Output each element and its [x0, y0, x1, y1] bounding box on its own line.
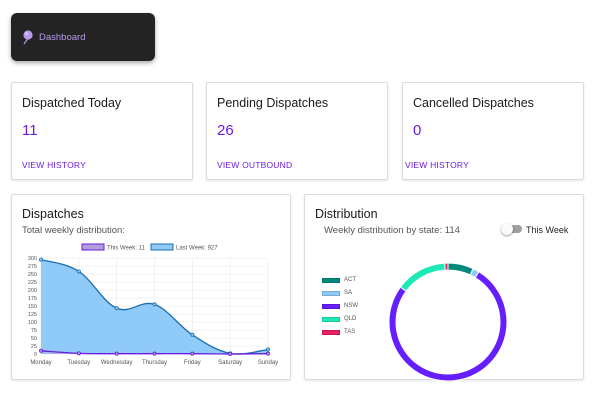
this-week-toggle-label: This Week [526, 225, 569, 235]
view-history-link[interactable]: VIEW HISTORY [405, 160, 469, 170]
legend-label: ACT [344, 277, 356, 283]
view-history-link[interactable]: VIEW HISTORY [22, 160, 86, 170]
x-tick-label: Sunday [258, 360, 278, 366]
data-point [190, 332, 195, 337]
y-tick-label: 0 [34, 352, 37, 358]
y-tick-label: 175 [28, 296, 37, 302]
view-outbound-link[interactable]: VIEW OUTBOUND [217, 160, 293, 170]
legend-label: NSW [344, 303, 358, 309]
series-area [41, 350, 268, 354]
data-point [190, 351, 195, 356]
legend-item[interactable]: SA [322, 290, 352, 296]
dispatches-panel: Dispatches Total weekly distribution: 0 2… [11, 194, 291, 380]
legend-label: This Week: 11 [107, 246, 145, 252]
y-tick-label: 25 [31, 344, 37, 350]
y-tick-label: 100 [28, 320, 37, 326]
dashboard-nav-button[interactable]: Dashboard [11, 13, 155, 61]
dispatches-subtitle: Total weekly distribution: [22, 225, 125, 236]
data-point [114, 351, 119, 356]
legend-swatch [81, 243, 105, 251]
legend-label: Last Week: 927 [176, 246, 218, 252]
stat-title: Cancelled Dispatches [413, 96, 534, 110]
legend-swatch [322, 290, 340, 296]
stat-value: 26 [217, 122, 234, 139]
x-tick-label: Thursday [142, 360, 167, 366]
y-tick-label: 275 [28, 264, 37, 270]
data-point [228, 351, 233, 356]
distribution-title: Distribution [315, 207, 378, 221]
this-week-toggle[interactable] [501, 223, 522, 235]
legend-swatch [150, 243, 174, 251]
legend-swatch [322, 303, 340, 309]
distribution-doughnut-chart [388, 262, 508, 381]
y-tick-label: 75 [31, 328, 37, 334]
y-tick-label: 200 [28, 288, 37, 294]
doughnut-slice [444, 262, 449, 271]
stat-value: 0 [413, 122, 422, 139]
x-tick-label: Friday [184, 360, 201, 366]
y-tick-label: 250 [28, 272, 37, 278]
doughnut-slice [399, 262, 446, 292]
stat-value: 11 [22, 122, 38, 139]
y-tick-label: 150 [28, 304, 37, 310]
data-point [152, 351, 157, 356]
y-tick-label: 125 [28, 312, 37, 318]
legend-label: QLD [344, 316, 357, 322]
legend-item[interactable]: NSW [322, 303, 358, 309]
legend-item[interactable]: QLD [322, 316, 356, 322]
data-point [114, 306, 119, 311]
balloon-icon [23, 30, 33, 45]
stat-card-dispatched-today: Dispatched Today 11 VIEW HISTORY [11, 82, 193, 180]
stat-card-pending-dispatches: Pending Dispatches 26 VIEW OUTBOUND [206, 82, 388, 180]
legend-swatch [322, 329, 340, 335]
distribution-panel: Distribution Weekly distribution by stat… [304, 194, 584, 381]
x-tick-label: Saturday [218, 360, 242, 366]
y-tick-label: 300 [28, 256, 37, 262]
legend-label: SA [344, 290, 353, 296]
data-point [38, 348, 43, 353]
data-point [38, 257, 43, 262]
distribution-subtitle: Weekly distribution by state: 114 [324, 225, 460, 236]
legend-swatch [322, 316, 340, 322]
legend-item[interactable]: TAS [322, 329, 355, 335]
y-tick-label: 225 [28, 280, 37, 286]
toggle-knob [501, 223, 513, 235]
dispatches-title: Dispatches [22, 207, 84, 221]
x-tick-label: Monday [30, 360, 51, 366]
dashboard-nav-label: Dashboard [39, 31, 86, 43]
legend-swatch [322, 277, 340, 283]
data-point [265, 351, 270, 356]
stat-title: Dispatched Today [22, 96, 122, 110]
data-point [76, 351, 81, 356]
doughnut-slice [447, 262, 474, 276]
data-point [76, 269, 81, 274]
data-point [152, 302, 157, 307]
series-area [41, 259, 268, 355]
x-tick-label: Wednesday [101, 360, 133, 366]
data-point [265, 347, 270, 352]
legend-item[interactable]: ACT [322, 277, 356, 283]
legend-label: TAS [344, 329, 356, 335]
x-tick-label: Tuesday [67, 360, 90, 366]
y-tick-label: 50 [31, 336, 37, 342]
dispatches-line-chart: 0 25 50 75 100 125 150 175 200 225 250 275 300 Monday… [28, 243, 278, 366]
stat-card-cancelled-dispatches: Cancelled Dispatches 0 VIEW HISTORY [402, 82, 584, 180]
stat-title: Pending Dispatches [217, 96, 329, 110]
